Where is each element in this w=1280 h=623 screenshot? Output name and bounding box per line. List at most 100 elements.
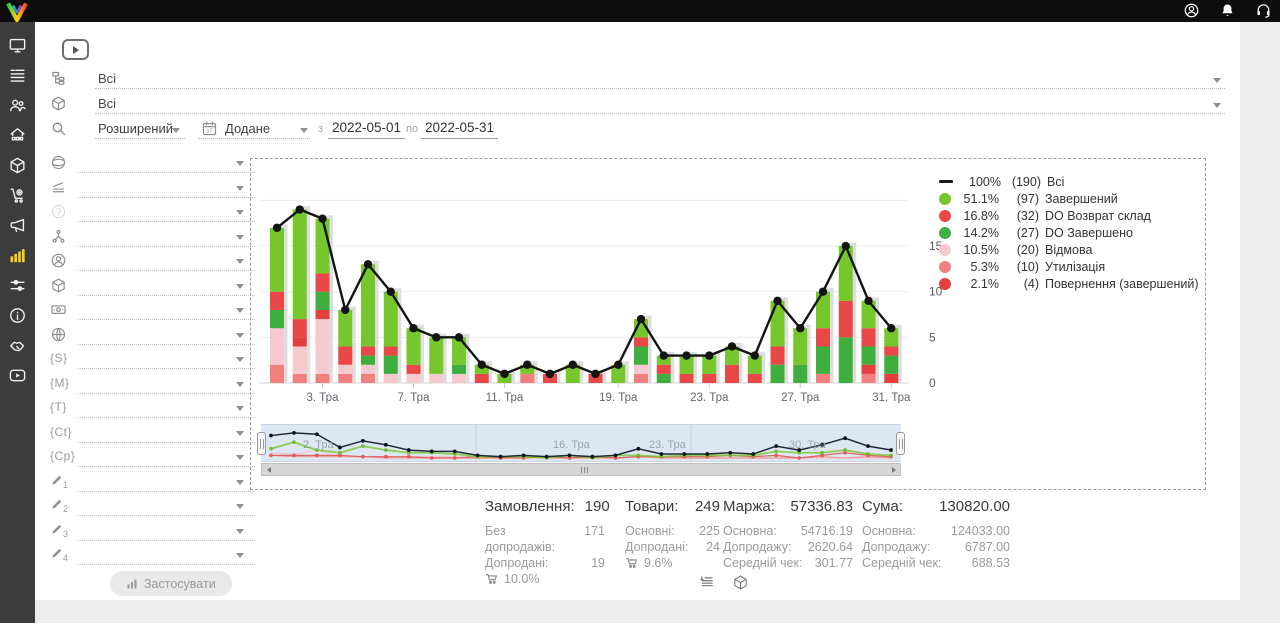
filter-utm-content-dropdown[interactable]: {Ct} xyxy=(50,423,255,445)
legend-count: (32) xyxy=(1016,208,1039,223)
chevron-down-icon[interactable] xyxy=(1213,103,1221,108)
navigator-right-handle[interactable] xyxy=(896,432,905,455)
filter-levels-dropdown[interactable] xyxy=(50,178,255,200)
filter-custom-3-dropdown[interactable]: 3 xyxy=(50,521,255,543)
chevron-down-icon[interactable] xyxy=(172,128,180,133)
filter-payment-dropdown[interactable] xyxy=(50,300,255,322)
filter-manager-dropdown[interactable] xyxy=(50,251,255,273)
filter-channel-dropdown[interactable] xyxy=(50,153,255,175)
filter-custom-4-dropdown[interactable]: 4 xyxy=(50,545,255,567)
navigator-left-handle[interactable] xyxy=(257,432,266,455)
legend-item-2[interactable]: 16.8% (32) DO Возврат склад xyxy=(939,207,1199,224)
date-from-input[interactable]: 2022-05-01 xyxy=(328,120,406,139)
search-icon xyxy=(50,120,67,137)
filter-custom-1-dropdown[interactable]: 1 xyxy=(50,472,255,494)
filter-structure-dropdown[interactable] xyxy=(50,227,255,249)
chevron-down-icon[interactable] xyxy=(236,332,244,338)
chart-navigator[interactable]: 2. Тра 16. Тра 23. Тра 30. Тра xyxy=(257,424,905,463)
chevron-down-icon[interactable] xyxy=(236,185,244,191)
filter-utm-campaign-dropdown[interactable]: {Cp} xyxy=(50,447,255,469)
chevron-down-icon[interactable] xyxy=(236,161,244,166)
svg-text:5: 5 xyxy=(929,330,936,344)
svg-text:19. Тра: 19. Тра xyxy=(599,392,638,404)
navigator-scrollbar[interactable] xyxy=(261,463,901,476)
main-sidebar xyxy=(0,22,35,623)
filter-product-dropdown[interactable] xyxy=(50,276,255,298)
orders-chart: 3. Тра 7. Тра 11. Тра 19. Тра 23. Тра 27. Тра… xyxy=(259,199,943,404)
chevron-down-icon[interactable] xyxy=(236,430,244,436)
brand-logo-icon[interactable] xyxy=(5,0,29,23)
sidebar-item-store-icon[interactable] xyxy=(8,126,27,145)
legend-item-0[interactable]: 100% (190) Всі xyxy=(939,173,1199,190)
chevron-down-icon[interactable] xyxy=(236,528,244,534)
chevron-down-icon[interactable] xyxy=(236,308,244,313)
top-bar xyxy=(0,0,1280,23)
chevron-down-icon[interactable] xyxy=(236,406,244,411)
video-help-button[interactable] xyxy=(62,39,89,60)
filter-utm-source-dropdown[interactable]: {S} xyxy=(50,349,255,371)
search-mode-value[interactable]: Розширений xyxy=(98,121,173,136)
filter-custom-2-dropdown[interactable]: 2 xyxy=(50,496,255,518)
sidebar-item-info-icon[interactable] xyxy=(8,306,27,325)
filter-utm-medium-dropdown[interactable]: {M} xyxy=(50,374,255,396)
products-box-toggle-icon[interactable] xyxy=(732,574,749,591)
notifications-bell-icon[interactable] xyxy=(1219,2,1236,19)
chevron-down-icon[interactable] xyxy=(236,553,244,558)
filter-site-dropdown[interactable] xyxy=(50,325,255,347)
hierarchy-icon xyxy=(50,228,67,245)
date-to-input[interactable]: 2022-05-31 xyxy=(421,120,499,139)
date-field-value[interactable]: Додане xyxy=(225,121,271,136)
apply-button[interactable]: Застосувати xyxy=(110,571,232,596)
filter-payment-underline xyxy=(78,319,255,320)
statuses-list-toggle-icon[interactable] xyxy=(698,574,715,591)
filter-utm-term-dropdown[interactable]: {T} xyxy=(50,398,255,420)
stat-value: 190 xyxy=(584,498,610,515)
account-icon[interactable] xyxy=(1183,2,1200,19)
chevron-down-icon[interactable] xyxy=(236,479,244,485)
chevron-down-icon[interactable] xyxy=(236,259,244,264)
stat-column-1: Товари: 249 Основні: 225 Допродані: 24 9.6% xyxy=(625,498,720,571)
group-filter-value[interactable]: Всі xyxy=(98,71,117,86)
chevron-down-icon[interactable] xyxy=(236,504,244,509)
svg-text:17: 17 xyxy=(207,128,213,134)
filter-help-dropdown[interactable] xyxy=(50,202,255,224)
legend-label: DO Возврат склад xyxy=(1045,208,1151,223)
chevron-down-icon[interactable] xyxy=(236,210,244,215)
legend-item-4[interactable]: 10.5% (20) Відмова xyxy=(939,241,1199,258)
sidebar-item-products-icon[interactable] xyxy=(8,156,27,175)
chart-legend: 100% (190) Всі 51.1% (97) Завершений 16.8% (32)… xyxy=(939,173,1199,292)
scrollbar-grip[interactable] xyxy=(581,466,588,473)
sidebar-item-analytics-icon[interactable] xyxy=(8,246,27,265)
sidebar-item-marketing-icon[interactable] xyxy=(8,216,27,235)
chevron-down-icon[interactable] xyxy=(1213,78,1221,83)
display-toggles xyxy=(698,574,749,591)
package-box-icon xyxy=(50,95,67,112)
legend-item-1[interactable]: 51.1% (97) Завершений xyxy=(939,190,1199,207)
sidebar-item-dashboard-icon[interactable] xyxy=(8,36,27,55)
scroll-right-arrow[interactable] xyxy=(887,464,900,475)
content-area: Всі Всі Розширений 17 Додане з 2022-05-0… xyxy=(35,22,1240,600)
legend-percent: 16.8% xyxy=(963,208,999,223)
sidebar-item-video-icon[interactable] xyxy=(8,366,27,385)
chevron-down-icon[interactable] xyxy=(236,234,244,240)
support-headset-icon[interactable] xyxy=(1255,2,1272,19)
legend-item-6[interactable]: 2.1% (4) Повернення (завершений) xyxy=(939,275,1199,292)
sidebar-item-supply-icon[interactable] xyxy=(8,186,27,205)
sidebar-item-settings-icon[interactable] xyxy=(8,276,27,295)
legend-item-5[interactable]: 5.3% (10) Утилізація xyxy=(939,258,1199,275)
sidebar-item-partners-icon[interactable] xyxy=(8,336,27,355)
stat-title: Товари: xyxy=(625,498,679,515)
scroll-left-arrow[interactable] xyxy=(262,464,275,475)
filter-custom-3-number: 3 xyxy=(63,528,69,539)
chevron-down-icon[interactable] xyxy=(236,283,244,289)
legend-item-3[interactable]: 14.2% (27) DO Завершено xyxy=(939,224,1199,241)
chevron-down-icon[interactable] xyxy=(236,357,244,362)
filter-structure-underline xyxy=(78,245,255,247)
sidebar-item-orders-icon[interactable] xyxy=(8,66,27,85)
sidebar-item-customers-icon[interactable] xyxy=(8,96,27,115)
chevron-down-icon[interactable] xyxy=(236,455,244,460)
product-filter-value[interactable]: Всі xyxy=(98,96,117,111)
chevron-down-icon[interactable] xyxy=(300,128,308,133)
legend-label: Всі xyxy=(1047,174,1065,189)
chevron-down-icon[interactable] xyxy=(236,381,244,387)
